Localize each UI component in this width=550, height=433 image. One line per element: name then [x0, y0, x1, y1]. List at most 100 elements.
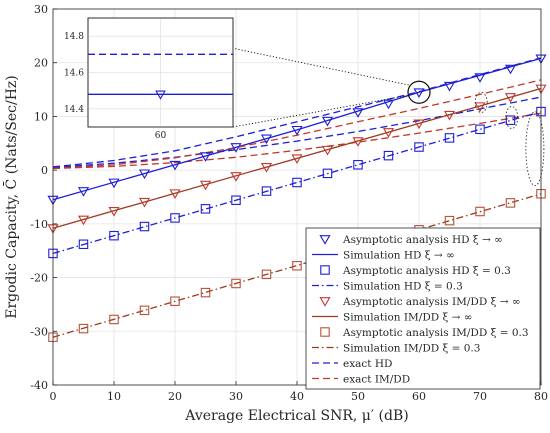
marker-asymptotic-analysis-hd-0-3: [414, 142, 424, 152]
marker-asymptotic-analysis-hd: [352, 108, 364, 118]
line-simulation-hd-0-3: [52, 110, 542, 255]
marker-asymptotic-analysis-im-dd-0-3: [231, 278, 241, 289]
legend: Asymptotic analysis HD ξ → ∞ Simulation H…: [305, 227, 541, 390]
x-tick-label: 80: [534, 390, 548, 403]
inset-border: [87, 17, 234, 128]
marker-asymptotic-analysis-hd: [108, 178, 120, 189]
x-tick-label: 0: [50, 390, 57, 403]
plot-curves: [52, 57, 542, 338]
marker-asymptotic-analysis-hd-0-3: [475, 124, 485, 135]
exact-curve-secondary: [52, 96, 542, 169]
marker-asymptotic-analysis-hd: [504, 64, 517, 75]
x-tick-label: 10: [107, 390, 121, 403]
marker-asymptotic-analysis-hd: [474, 73, 486, 83]
marker-asymptotic-analysis-hd-0-3: [261, 186, 272, 196]
marker-asymptotic-analysis-hd-0-3: [139, 221, 150, 232]
dotted-ellipse-80: [525, 111, 545, 187]
legend-entry-label: Asymptotic analysis HD ξ = 0.3: [342, 265, 511, 277]
marker-asymptotic-analysis-im-dd-0-3: [139, 305, 150, 316]
marker-asymptotic-analysis-hd-0-3: [505, 115, 516, 125]
y-tick-label: -20: [30, 272, 48, 285]
marker-asymptotic-analysis-im-dd-0-3: [444, 215, 455, 226]
x-tick-labels: 0 10 20 30 40 50 60 70 80: [50, 390, 549, 403]
marker-asymptotic-analysis-im-dd: [321, 145, 334, 156]
marker-asymptotic-analysis-im-dd-0-3: [505, 198, 516, 208]
marker-asymptotic-analysis-im-dd-0-3: [78, 323, 89, 334]
y-tick-label: 10: [34, 110, 48, 123]
zoom-inset: 14.4 14.6 14.8 60: [64, 17, 234, 141]
marker-asymptotic-analysis-hd: [260, 134, 273, 145]
marker-asymptotic-analysis-im-dd: [413, 119, 425, 130]
legend-entry-label: Simulation HD ξ = 0.3: [343, 281, 463, 293]
marker-asymptotic-analysis-hd: [443, 81, 456, 92]
x-tick-label: 20: [168, 390, 182, 403]
y-tick-labels: -40 -30 -20 -10 0 10 20 30: [30, 3, 48, 392]
marker-asymptotic-analysis-hd-0-3: [444, 133, 455, 143]
marker-asymptotic-analysis-im-dd: [504, 93, 517, 103]
legend-entry-label: Asymptotic analysis IM/DD ξ = 0.3: [342, 327, 529, 339]
marker-asymptotic-analysis-hd-0-3: [383, 150, 394, 161]
marker-asymptotic-analysis-im-dd: [260, 163, 273, 173]
legend-box: [305, 227, 541, 390]
legend-entry-label: Simulation IM/DD ξ = 0.3: [343, 343, 480, 355]
marker-asymptotic-analysis-im-dd: [230, 172, 242, 182]
line-simulation-im-dd-0-3: [52, 193, 542, 338]
zoom-circle: [407, 80, 431, 104]
marker-asymptotic-analysis-hd-0-3: [109, 230, 119, 241]
marker-asymptotic-analysis-im-dd: [474, 102, 486, 112]
legend-marker: [320, 327, 330, 337]
y-tick-label: 30: [34, 3, 48, 16]
marker-asymptotic-analysis-hd: [382, 99, 395, 110]
exact-curve-secondary: [52, 112, 542, 170]
legend-entry-label: exact HD: [343, 358, 392, 370]
marker-asymptotic-analysis-im-dd: [352, 137, 364, 147]
zoom-connector-bottom: [232, 94, 410, 128]
marker-asymptotic-analysis-im-dd: [108, 207, 120, 217]
marker-asymptotic-analysis-hd: [291, 125, 303, 136]
x-tick-label: 40: [290, 390, 304, 403]
plot-frame: [52, 8, 542, 386]
y-tick-label: 20: [34, 57, 48, 70]
inset-y-tick-label: 14.8: [64, 32, 84, 42]
marker-asymptotic-analysis-hd-0-3: [78, 239, 89, 250]
marker-asymptotic-analysis-hd: [321, 116, 334, 127]
marker-asymptotic-analysis-hd: [413, 88, 425, 98]
marker-asymptotic-analysis-im-dd-0-3: [109, 314, 119, 325]
marker-asymptotic-analysis-hd: [138, 169, 151, 180]
y-axis-label: Ergodic Capacity, C̄ (Nats/Sec/Hz): [2, 75, 20, 319]
y-tick-label: -40: [30, 379, 48, 392]
y-tick-label: -30: [30, 325, 48, 338]
x-tick-label: 60: [412, 390, 426, 403]
x-tick-label: 50: [351, 390, 365, 403]
marker-asymptotic-analysis-im-dd: [77, 215, 90, 226]
legend-marker: [319, 297, 331, 307]
marker-asymptotic-analysis-hd: [169, 160, 181, 171]
marker-asymptotic-analysis-im-dd: [138, 197, 151, 208]
y-tick-label: 0: [41, 164, 48, 177]
line-simulation-hd: [52, 57, 542, 201]
line-simulation-im-dd: [52, 87, 542, 229]
marker-asymptotic-analysis-im-dd-0-3: [475, 206, 485, 217]
marker-asymptotic-analysis-im-dd: [291, 154, 303, 165]
inset-y-tick-label: 14.4: [64, 105, 84, 115]
marker-asymptotic-analysis-hd-0-3: [200, 204, 211, 214]
dotted-ellipse-70: [474, 92, 488, 113]
legend-entry-label: exact IM/DD: [343, 374, 410, 386]
legend-marker: [319, 235, 331, 245]
y-tick-label: -10: [30, 218, 48, 231]
marker-asymptotic-analysis-im-dd: [199, 180, 212, 191]
legend-entry-label: Asymptotic analysis HD ξ → ∞: [342, 234, 503, 246]
x-tick-label: 30: [229, 390, 243, 403]
legend-entry-label: Simulation HD ξ → ∞: [343, 250, 455, 262]
marker-asymptotic-analysis-hd-0-3: [292, 177, 302, 188]
line-exact-hd: [52, 57, 542, 168]
dotted-ellipse-75: [505, 106, 519, 129]
inset-y-tick-label: 14.6: [64, 69, 84, 79]
marker-asymptotic-analysis-hd-0-3: [353, 160, 363, 170]
marker-asymptotic-analysis-hd-0-3: [322, 168, 333, 179]
marker-asymptotic-analysis-im-dd: [169, 189, 181, 199]
legend-entry-label: Simulation IM/DD ξ → ∞: [343, 312, 473, 324]
legend-entry-label: Asymptotic analysis IM/DD ξ → ∞: [342, 296, 521, 308]
marker-asymptotic-analysis-hd: [199, 152, 212, 162]
